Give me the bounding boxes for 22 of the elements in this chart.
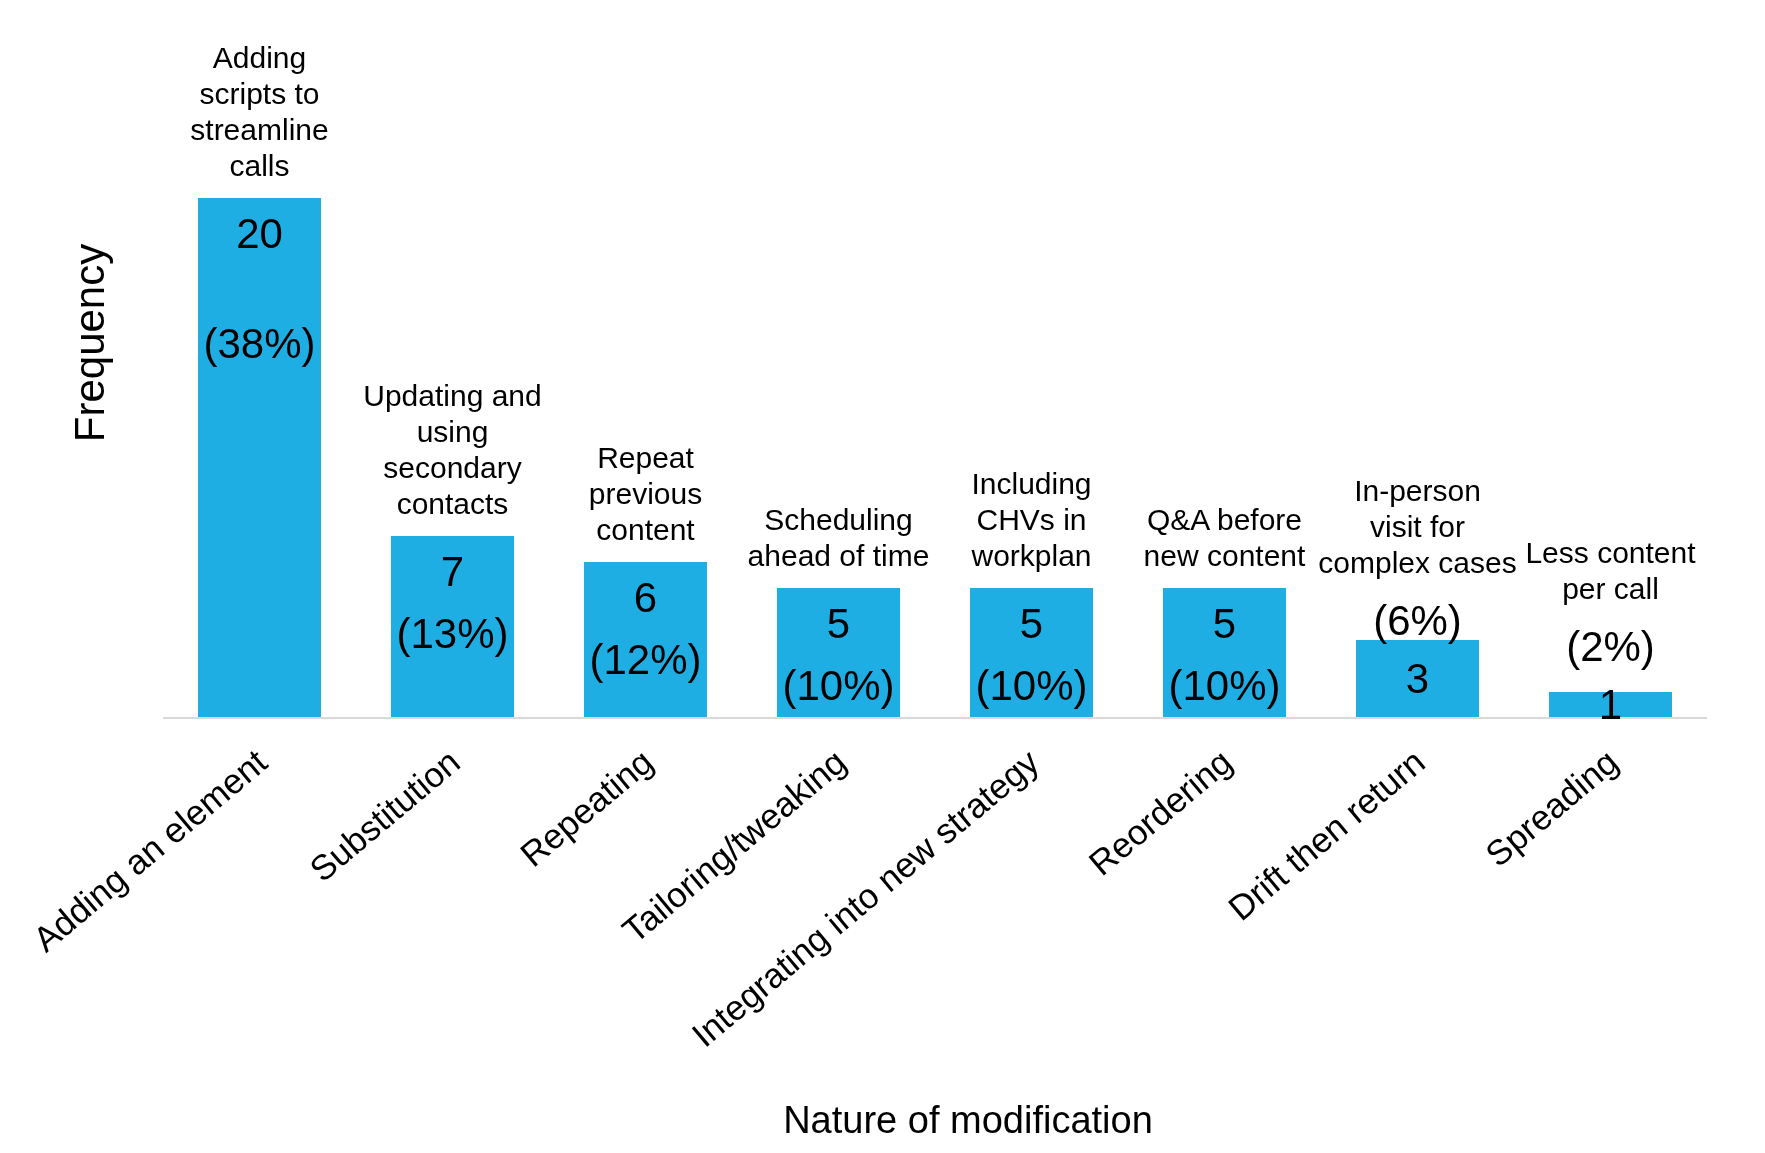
annotation: Updating and using secondary contacts — [363, 379, 542, 520]
data-label: 5 (10%) — [1168, 600, 1281, 709]
annotation: Including CHVs in workplan — [970, 467, 1092, 572]
bar — [198, 198, 321, 718]
bar — [391, 536, 514, 718]
data-label: (6%) 3 — [1373, 597, 1462, 702]
bar — [584, 562, 707, 718]
data-label: 6 (12%) — [589, 574, 702, 683]
data-label: 5 (10%) — [782, 600, 895, 709]
text: 20 (38%) — [203, 210, 316, 367]
annotation: Adding scripts to streamline calls — [190, 41, 329, 182]
data-label: (2%) 1 — [1566, 623, 1655, 728]
bar — [1549, 692, 1672, 718]
annotation: Less content per call — [1525, 536, 1697, 605]
annotation: Scheduling ahead of time — [747, 503, 930, 572]
annotation: In-person visit for complex cases — [1318, 474, 1517, 579]
data-label: 5 (10%) — [975, 600, 1088, 709]
annotation: Repeat previous content — [588, 441, 703, 546]
annotation: Q&A before new content — [1143, 503, 1307, 572]
y-axis-title: Frequency — [66, 243, 114, 443]
data-label: 7 (13%) — [396, 548, 509, 657]
x-axis-title: Nature of modification — [783, 1098, 1153, 1142]
